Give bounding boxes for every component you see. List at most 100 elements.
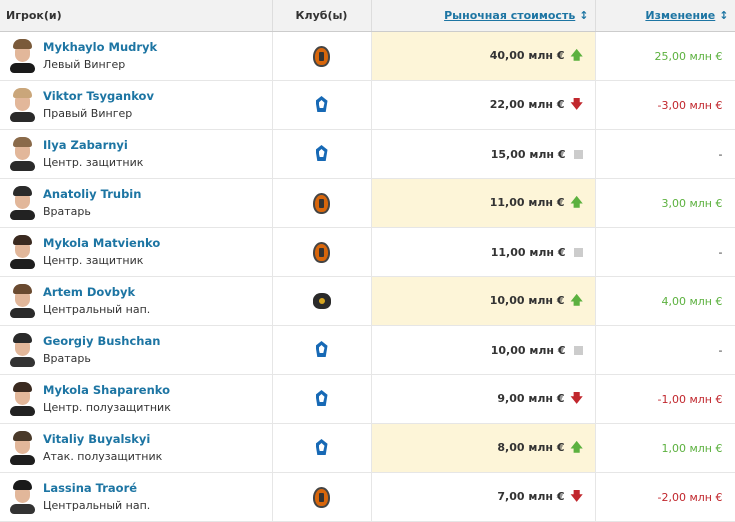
table-header-row: Игрок(и) Клуб(ы) Рыночная стоимость ↕ Изм… bbox=[0, 0, 735, 32]
market-value: 10,00 млн € bbox=[489, 293, 565, 307]
market-value: 7,00 млн € bbox=[497, 489, 565, 503]
change-cell: -2,00 млн € bbox=[595, 472, 735, 522]
value-change: -1,00 млн € bbox=[657, 392, 723, 406]
shakhtar-crest-icon[interactable] bbox=[313, 241, 330, 263]
dynamo-crest-icon[interactable] bbox=[314, 95, 330, 115]
table-row: Georgiy Bushchan Вратарь 10,00 млн € - bbox=[0, 325, 735, 375]
change-cell: 3,00 млн € bbox=[595, 178, 735, 228]
player-cell: Lassina Traoré Центральный нап. bbox=[0, 472, 273, 522]
zorya-crest-icon[interactable] bbox=[312, 291, 332, 311]
sort-change-link[interactable]: Изменение bbox=[645, 9, 716, 22]
player-cell: Viktor Tsygankov Правый Вингер bbox=[0, 80, 273, 130]
dynamo-crest-icon[interactable] bbox=[314, 340, 330, 360]
dynamo-crest-icon[interactable] bbox=[314, 389, 330, 409]
market-value-cell: 10,00 млн € bbox=[371, 325, 596, 375]
player-name-link[interactable]: Vitaliy Buyalskyi bbox=[43, 432, 151, 446]
market-value: 9,00 млн € bbox=[497, 391, 565, 405]
club-cell bbox=[272, 31, 372, 81]
player-photo[interactable] bbox=[10, 284, 35, 318]
market-value: 10,00 млн € bbox=[490, 343, 566, 357]
player-name-link[interactable]: Viktor Tsygankov bbox=[43, 89, 154, 103]
sort-icon[interactable]: ↕ bbox=[719, 9, 729, 22]
value-change: - bbox=[718, 147, 723, 161]
change-cell: 1,00 млн € bbox=[595, 423, 735, 473]
player-name-link[interactable]: Artem Dovbyk bbox=[43, 285, 136, 299]
market-value-cell: 10,00 млн € 🡅 bbox=[371, 276, 596, 326]
player-photo[interactable] bbox=[10, 88, 35, 122]
market-value: 22,00 млн € bbox=[489, 97, 565, 111]
market-value: 11,00 млн € bbox=[490, 245, 566, 259]
market-value-cell: 11,00 млн € bbox=[371, 227, 596, 277]
shakhtar-crest-icon[interactable] bbox=[313, 192, 330, 214]
table-row: Lassina Traoré Центральный нап. 7,00 млн… bbox=[0, 472, 735, 522]
player-name-link[interactable]: Anatoliy Trubin bbox=[43, 187, 142, 201]
player-photo[interactable] bbox=[10, 431, 35, 465]
market-value-cell: 9,00 млн € 🡇 bbox=[371, 374, 596, 424]
no-change-icon bbox=[573, 149, 583, 159]
arrow-up-icon: 🡅 bbox=[570, 439, 583, 454]
player-photo[interactable] bbox=[10, 186, 35, 220]
arrow-up-icon: 🡅 bbox=[570, 292, 583, 307]
table-row: Mykola Shaparenko Центр. полузащитник 9,… bbox=[0, 374, 735, 424]
market-value-cell: 40,00 млн € 🡅 bbox=[371, 31, 596, 81]
player-cell: Mykola Shaparenko Центр. полузащитник bbox=[0, 374, 273, 424]
header-market-value[interactable]: Рыночная стоимость ↕ bbox=[371, 0, 596, 32]
dynamo-crest-icon[interactable] bbox=[314, 438, 330, 458]
club-cell bbox=[272, 472, 372, 522]
shakhtar-crest-icon[interactable] bbox=[313, 45, 330, 67]
player-cell: Anatoliy Trubin Вратарь bbox=[0, 178, 273, 228]
player-name-link[interactable]: Mykola Matvienko bbox=[43, 236, 161, 250]
header-player: Игрок(и) bbox=[0, 0, 273, 32]
value-change: - bbox=[718, 245, 723, 259]
player-position: Центр. полузащитник bbox=[43, 401, 171, 414]
club-cell bbox=[272, 374, 372, 424]
value-change: - bbox=[718, 343, 723, 357]
market-value: 15,00 млн € bbox=[490, 147, 566, 161]
header-change[interactable]: Изменение ↕ bbox=[595, 0, 735, 32]
change-cell: - bbox=[595, 227, 735, 277]
value-change: 1,00 млн € bbox=[661, 441, 723, 455]
player-photo[interactable] bbox=[10, 333, 35, 367]
value-change: -3,00 млн € bbox=[657, 98, 723, 112]
player-position: Левый Вингер bbox=[43, 58, 126, 71]
market-value-cell: 11,00 млн € 🡅 bbox=[371, 178, 596, 228]
value-change: 3,00 млн € bbox=[661, 196, 723, 210]
table-row: Anatoliy Trubin Вратарь 11,00 млн € 🡅 3,0… bbox=[0, 178, 735, 228]
table-row: Mykola Matvienko Центр. защитник 11,00 м… bbox=[0, 227, 735, 277]
sort-icon[interactable]: ↕ bbox=[579, 9, 589, 22]
club-cell bbox=[272, 423, 372, 473]
no-change-icon bbox=[573, 247, 583, 257]
player-name-link[interactable]: Georgiy Bushchan bbox=[43, 334, 161, 348]
player-cell: Mykola Matvienko Центр. защитник bbox=[0, 227, 273, 277]
shakhtar-crest-icon[interactable] bbox=[313, 486, 330, 508]
no-change-icon bbox=[573, 345, 583, 355]
market-value-cell: 15,00 млн € bbox=[371, 129, 596, 179]
market-value-cell: 7,00 млн € 🡇 bbox=[371, 472, 596, 522]
club-cell bbox=[272, 325, 372, 375]
change-cell: 4,00 млн € bbox=[595, 276, 735, 326]
player-photo[interactable] bbox=[10, 235, 35, 269]
player-name-link[interactable]: Mykola Shaparenko bbox=[43, 383, 171, 397]
market-value-cell: 8,00 млн € 🡅 bbox=[371, 423, 596, 473]
club-cell bbox=[272, 276, 372, 326]
value-change: -2,00 млн € bbox=[657, 490, 723, 504]
player-name-link[interactable]: Ilya Zabarnyi bbox=[43, 138, 128, 152]
player-photo[interactable] bbox=[10, 137, 35, 171]
player-photo[interactable] bbox=[10, 480, 35, 514]
change-cell: - bbox=[595, 325, 735, 375]
player-position: Вратарь bbox=[43, 352, 91, 365]
market-value-cell: 22,00 млн € 🡇 bbox=[371, 80, 596, 130]
change-cell: - bbox=[595, 129, 735, 179]
player-cell: Ilya Zabarnyi Центр. защитник bbox=[0, 129, 273, 179]
sort-market-value-link[interactable]: Рыночная стоимость bbox=[444, 9, 576, 22]
market-value: 11,00 млн € bbox=[489, 195, 565, 209]
player-photo[interactable] bbox=[10, 39, 35, 73]
player-cell: Vitaliy Buyalskyi Атак. полузащитник bbox=[0, 423, 273, 473]
table-row: Mykhaylo Mudryk Левый Вингер 40,00 млн €… bbox=[0, 31, 735, 81]
player-name-link[interactable]: Mykhaylo Mudryk bbox=[43, 40, 158, 54]
header-club: Клуб(ы) bbox=[272, 0, 372, 32]
player-name-link[interactable]: Lassina Traoré bbox=[43, 481, 138, 495]
arrow-down-icon: 🡇 bbox=[570, 390, 583, 405]
dynamo-crest-icon[interactable] bbox=[314, 144, 330, 164]
player-photo[interactable] bbox=[10, 382, 35, 416]
